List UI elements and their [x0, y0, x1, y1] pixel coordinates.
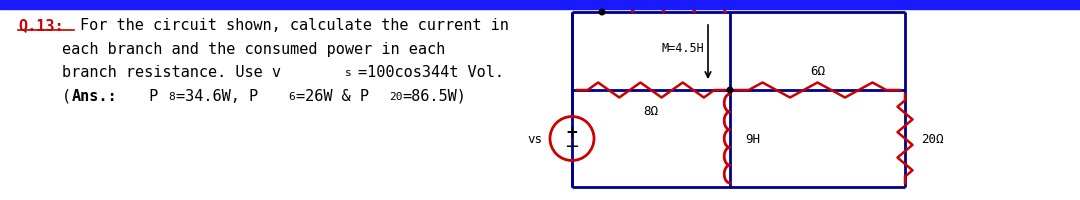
Text: 20Ω: 20Ω: [921, 132, 944, 145]
Text: M=4.5H: M=4.5H: [661, 42, 704, 55]
Text: =86.5W): =86.5W): [402, 89, 465, 103]
Text: 9H: 9H: [745, 132, 760, 145]
Text: =100cos344t Vol.: =100cos344t Vol.: [357, 65, 504, 80]
Text: Ans.:: Ans.:: [72, 89, 118, 103]
Text: s: s: [345, 68, 351, 78]
Text: −: −: [565, 138, 580, 156]
Text: 20: 20: [389, 92, 403, 101]
Text: 8Ω: 8Ω: [644, 104, 659, 117]
Text: P: P: [140, 89, 159, 103]
Text: Q.13:: Q.13:: [18, 18, 64, 33]
Text: 6Ω: 6Ω: [810, 65, 825, 78]
Text: each branch and the consumed power in each: each branch and the consumed power in ea…: [62, 42, 445, 57]
Text: =26W & P: =26W & P: [296, 89, 369, 103]
Circle shape: [599, 10, 605, 16]
Text: For the circuit shown, calculate the current in: For the circuit shown, calculate the cur…: [80, 18, 509, 33]
Text: vs: vs: [527, 132, 542, 145]
Text: =34.6W, P: =34.6W, P: [176, 89, 258, 103]
Text: 6: 6: [288, 92, 295, 101]
Circle shape: [727, 88, 733, 93]
Text: branch resistance. Use v: branch resistance. Use v: [62, 65, 281, 80]
Text: +: +: [566, 124, 579, 139]
Text: 8: 8: [168, 92, 175, 101]
Bar: [0, 0, 1080, 10]
Text: (: (: [62, 89, 71, 103]
